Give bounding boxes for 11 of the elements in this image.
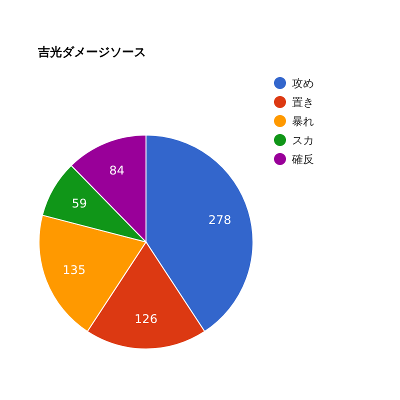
legend-label: 攻め — [292, 77, 314, 90]
legend-label: 置き — [292, 96, 314, 109]
data-label: 278 — [208, 212, 232, 227]
data-label: 126 — [134, 312, 158, 326]
legend-label: スカ — [292, 134, 314, 147]
data-label: 59 — [72, 196, 87, 210]
legend-label: 暴れ — [292, 115, 314, 128]
data-label: 135 — [62, 262, 86, 277]
chart-title: 吉光ダメージソース — [37, 45, 146, 59]
data-label: 84 — [109, 164, 125, 178]
legend-label: 確反 — [291, 153, 314, 166]
